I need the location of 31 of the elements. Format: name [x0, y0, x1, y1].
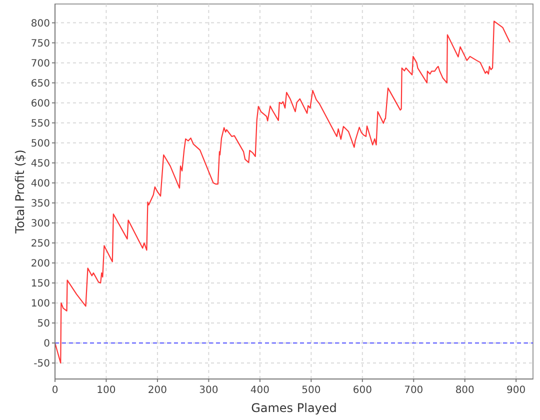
- x-tick-label: 200: [148, 385, 168, 396]
- y-tick-label: 200: [30, 258, 50, 270]
- y-tick-label: 750: [30, 38, 50, 50]
- y-tick-label: -50: [34, 358, 50, 370]
- x-tick-label: 400: [250, 385, 270, 396]
- x-axis-title: Games Played: [251, 401, 337, 415]
- y-tick-label: 350: [30, 198, 50, 210]
- y-tick-label: 0: [44, 338, 50, 350]
- x-tick-label: 900: [506, 385, 526, 396]
- x-tick-label: 600: [352, 385, 372, 396]
- y-tick-label: 150: [30, 278, 50, 290]
- y-tick-label: 400: [30, 178, 50, 190]
- y-tick-label: 500: [30, 138, 50, 150]
- x-tick-label: 500: [302, 385, 321, 396]
- y-tick-label: 300: [30, 218, 50, 230]
- x-tick-label: 100: [96, 385, 116, 396]
- y-tick-label: 550: [30, 118, 50, 130]
- line-series: [54, 20, 510, 364]
- y-tick-label: 50: [37, 318, 50, 330]
- y-tick-label: 700: [30, 58, 50, 70]
- y-tick-label: 650: [30, 78, 50, 90]
- x-tick-label: 300: [199, 385, 218, 396]
- y-axis-title: Total Profit ($): [13, 150, 27, 234]
- x-tick-label: 0: [52, 385, 58, 396]
- y-tick-label: 800: [30, 18, 50, 30]
- y-tick-label: 450: [30, 158, 50, 170]
- x-tick-label: 700: [404, 385, 424, 396]
- y-tick-label: 250: [30, 238, 50, 250]
- y-tick-label: 600: [30, 98, 50, 110]
- y-tick-label: 100: [30, 298, 50, 310]
- x-tick-label: 800: [455, 385, 474, 396]
